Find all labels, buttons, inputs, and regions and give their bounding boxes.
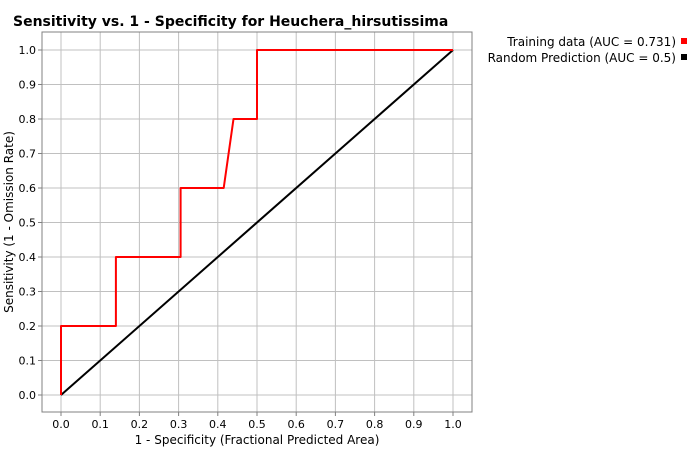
- y-tick-label: 0.1: [19, 355, 37, 368]
- y-tick-label: 0.7: [19, 148, 37, 161]
- y-axis: 0.0 0.1 0.2 0.3 0.4 0.5 0.6 0.7 0.8 0.9 1.0: [19, 44, 42, 402]
- y-tick-label: 0.5: [19, 217, 37, 230]
- legend-label-random: Random Prediction (AUC = 0.5): [488, 51, 676, 65]
- x-axis-label: 1 - Specificity (Fractional Predicted Ar…: [135, 433, 380, 447]
- y-tick-label: 0.6: [19, 182, 37, 195]
- x-tick-label: 1.0: [444, 418, 462, 431]
- y-tick-label: 0.9: [19, 79, 37, 92]
- legend-swatch-training: [681, 38, 687, 44]
- training-data-line: [60, 49, 453, 395]
- x-tick-label: 0.2: [131, 418, 149, 431]
- x-axis: 0.0 0.1 0.2 0.3 0.4 0.5 0.6 0.7 0.8 0.9 1.0: [52, 412, 462, 431]
- y-tick-label: 0.8: [19, 113, 37, 126]
- x-tick-label: 0.0: [52, 418, 70, 431]
- y-tick-label: 0.2: [19, 320, 37, 333]
- legend-swatch-random: [681, 54, 687, 60]
- y-tick-label: 0.3: [19, 286, 37, 299]
- y-tick-label: 0.4: [19, 251, 37, 264]
- x-tick-label: 0.3: [170, 418, 188, 431]
- x-tick-label: 0.4: [209, 418, 227, 431]
- x-tick-label: 0.5: [248, 418, 266, 431]
- x-tick-label: 0.9: [405, 418, 423, 431]
- x-tick-label: 0.1: [91, 418, 109, 431]
- x-tick-label: 0.6: [287, 418, 305, 431]
- chart-title: Sensitivity vs. 1 - Specificity for Heuc…: [13, 14, 448, 30]
- random-prediction-line: [60, 49, 454, 396]
- series-layer: [60, 49, 454, 396]
- x-tick-label: 0.7: [327, 418, 345, 431]
- y-tick-label: 0.0: [19, 389, 37, 402]
- legend: Training data (AUC = 0.731) Random Predic…: [488, 35, 687, 65]
- x-tick-label: 0.8: [366, 418, 384, 431]
- legend-label-training: Training data (AUC = 0.731): [506, 35, 676, 49]
- y-axis-label: Sensitivity (1 - Omission Rate): [2, 131, 16, 313]
- y-tick-label: 1.0: [19, 44, 37, 57]
